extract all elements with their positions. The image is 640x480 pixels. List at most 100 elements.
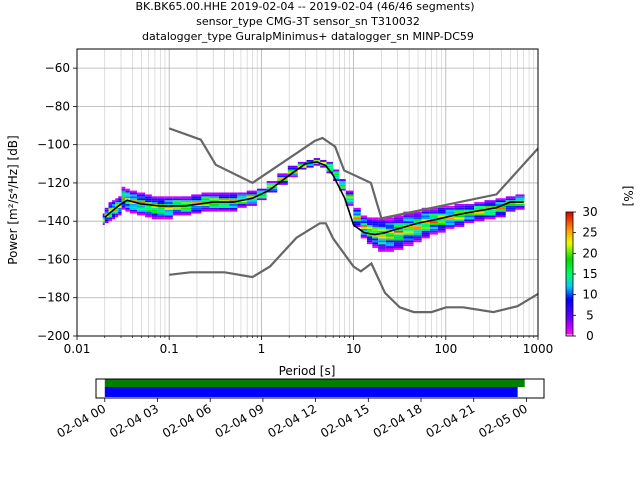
density-cell	[445, 211, 455, 214]
colorbar-segment	[566, 300, 573, 304]
density-cell	[172, 200, 181, 203]
colorbar-segment	[566, 249, 573, 252]
y-axis-label: Power [m²/s⁴/Hz] [dB]	[6, 135, 20, 264]
density-cell	[378, 226, 386, 229]
density-cell	[445, 223, 455, 226]
density-cell	[421, 209, 430, 212]
density-cell	[413, 230, 422, 233]
density-cell	[378, 228, 386, 231]
density-cell	[218, 200, 230, 203]
density-cell	[454, 221, 465, 224]
x-tick-label: 100	[434, 342, 457, 356]
density-cell	[360, 223, 367, 226]
density-cell	[429, 221, 438, 224]
density-cell	[360, 215, 367, 218]
density-cell	[121, 188, 126, 191]
density-cell	[421, 225, 430, 227]
density-cell	[372, 234, 379, 237]
density-cell	[413, 213, 422, 216]
colorbar-segment	[566, 269, 573, 273]
timeline-bar-used	[104, 387, 518, 397]
density-cell	[151, 217, 158, 220]
density-cell	[413, 234, 422, 237]
density-cell	[218, 192, 230, 195]
density-cell	[393, 234, 404, 237]
density-cell	[393, 219, 404, 222]
density-cell	[136, 205, 146, 208]
density-cell	[121, 192, 126, 195]
density-cell	[366, 242, 373, 245]
density-cell	[125, 198, 130, 201]
density-cell	[266, 188, 278, 191]
density-cell	[474, 215, 485, 218]
density-cell	[121, 207, 126, 210]
density-cell	[201, 207, 210, 210]
colorbar-segment	[566, 315, 573, 318]
density-cell	[108, 203, 113, 206]
density-cell	[413, 221, 422, 224]
density-cell	[112, 211, 116, 214]
density-cell	[403, 232, 414, 235]
density-cell	[326, 171, 334, 174]
density-cell	[121, 205, 126, 208]
density-cell	[209, 209, 219, 212]
density-cell	[172, 211, 181, 214]
colorbar-segment	[566, 280, 573, 283]
density-cell	[372, 242, 379, 245]
density-cell	[129, 205, 137, 208]
density-cell	[145, 209, 152, 212]
timeline-tick-label: 02-04 09	[213, 401, 267, 440]
density-cell	[429, 230, 438, 233]
density-cell	[121, 198, 126, 201]
density-cell	[484, 213, 496, 216]
density-cell	[333, 175, 340, 178]
density-cell	[333, 171, 340, 174]
density-cell	[191, 209, 202, 212]
y-tick-label: −60	[45, 61, 70, 75]
density-cell	[437, 211, 446, 214]
density-cell	[191, 207, 202, 210]
density-cell	[108, 202, 113, 204]
density-cell	[378, 247, 386, 250]
density-cell	[403, 213, 414, 216]
density-cell	[209, 198, 219, 201]
density-cell	[102, 223, 105, 226]
density-cell	[353, 209, 361, 212]
density-cell	[118, 202, 122, 204]
density-cell	[115, 202, 119, 204]
colorbar-tick-label: 15	[582, 267, 597, 281]
density-cell	[157, 217, 165, 220]
density-cell	[157, 205, 165, 208]
density-cell	[191, 202, 202, 204]
colorbar-segment	[566, 257, 573, 260]
density-cell	[229, 202, 238, 204]
y-tick-label: −180	[37, 291, 70, 305]
density-cell	[229, 198, 238, 201]
density-cell	[366, 238, 373, 241]
density-cell	[372, 219, 379, 222]
colorbar-segment	[566, 288, 573, 291]
density-cell	[108, 209, 113, 212]
density-cell	[385, 240, 394, 243]
density-cell	[437, 213, 446, 216]
density-cell	[353, 225, 361, 227]
density-cell	[360, 236, 367, 239]
density-cell	[372, 225, 379, 227]
density-cell	[378, 234, 386, 237]
density-cell	[157, 202, 165, 204]
colorbar-segment	[566, 228, 573, 231]
colorbar-segment	[566, 305, 573, 308]
density-cell	[360, 226, 367, 229]
density-cell	[385, 238, 394, 241]
density-cell	[180, 211, 192, 214]
density-cell	[339, 181, 346, 183]
density-cell	[180, 207, 192, 210]
colorbar-segment	[566, 274, 573, 277]
density-cell	[403, 236, 414, 239]
high-noise-model-line	[168, 127, 538, 220]
density-cell	[151, 200, 158, 203]
density-cell	[237, 196, 247, 199]
colorbar-tick-label: 10	[582, 288, 597, 302]
density-cell	[505, 200, 516, 203]
density-cell	[413, 225, 422, 227]
